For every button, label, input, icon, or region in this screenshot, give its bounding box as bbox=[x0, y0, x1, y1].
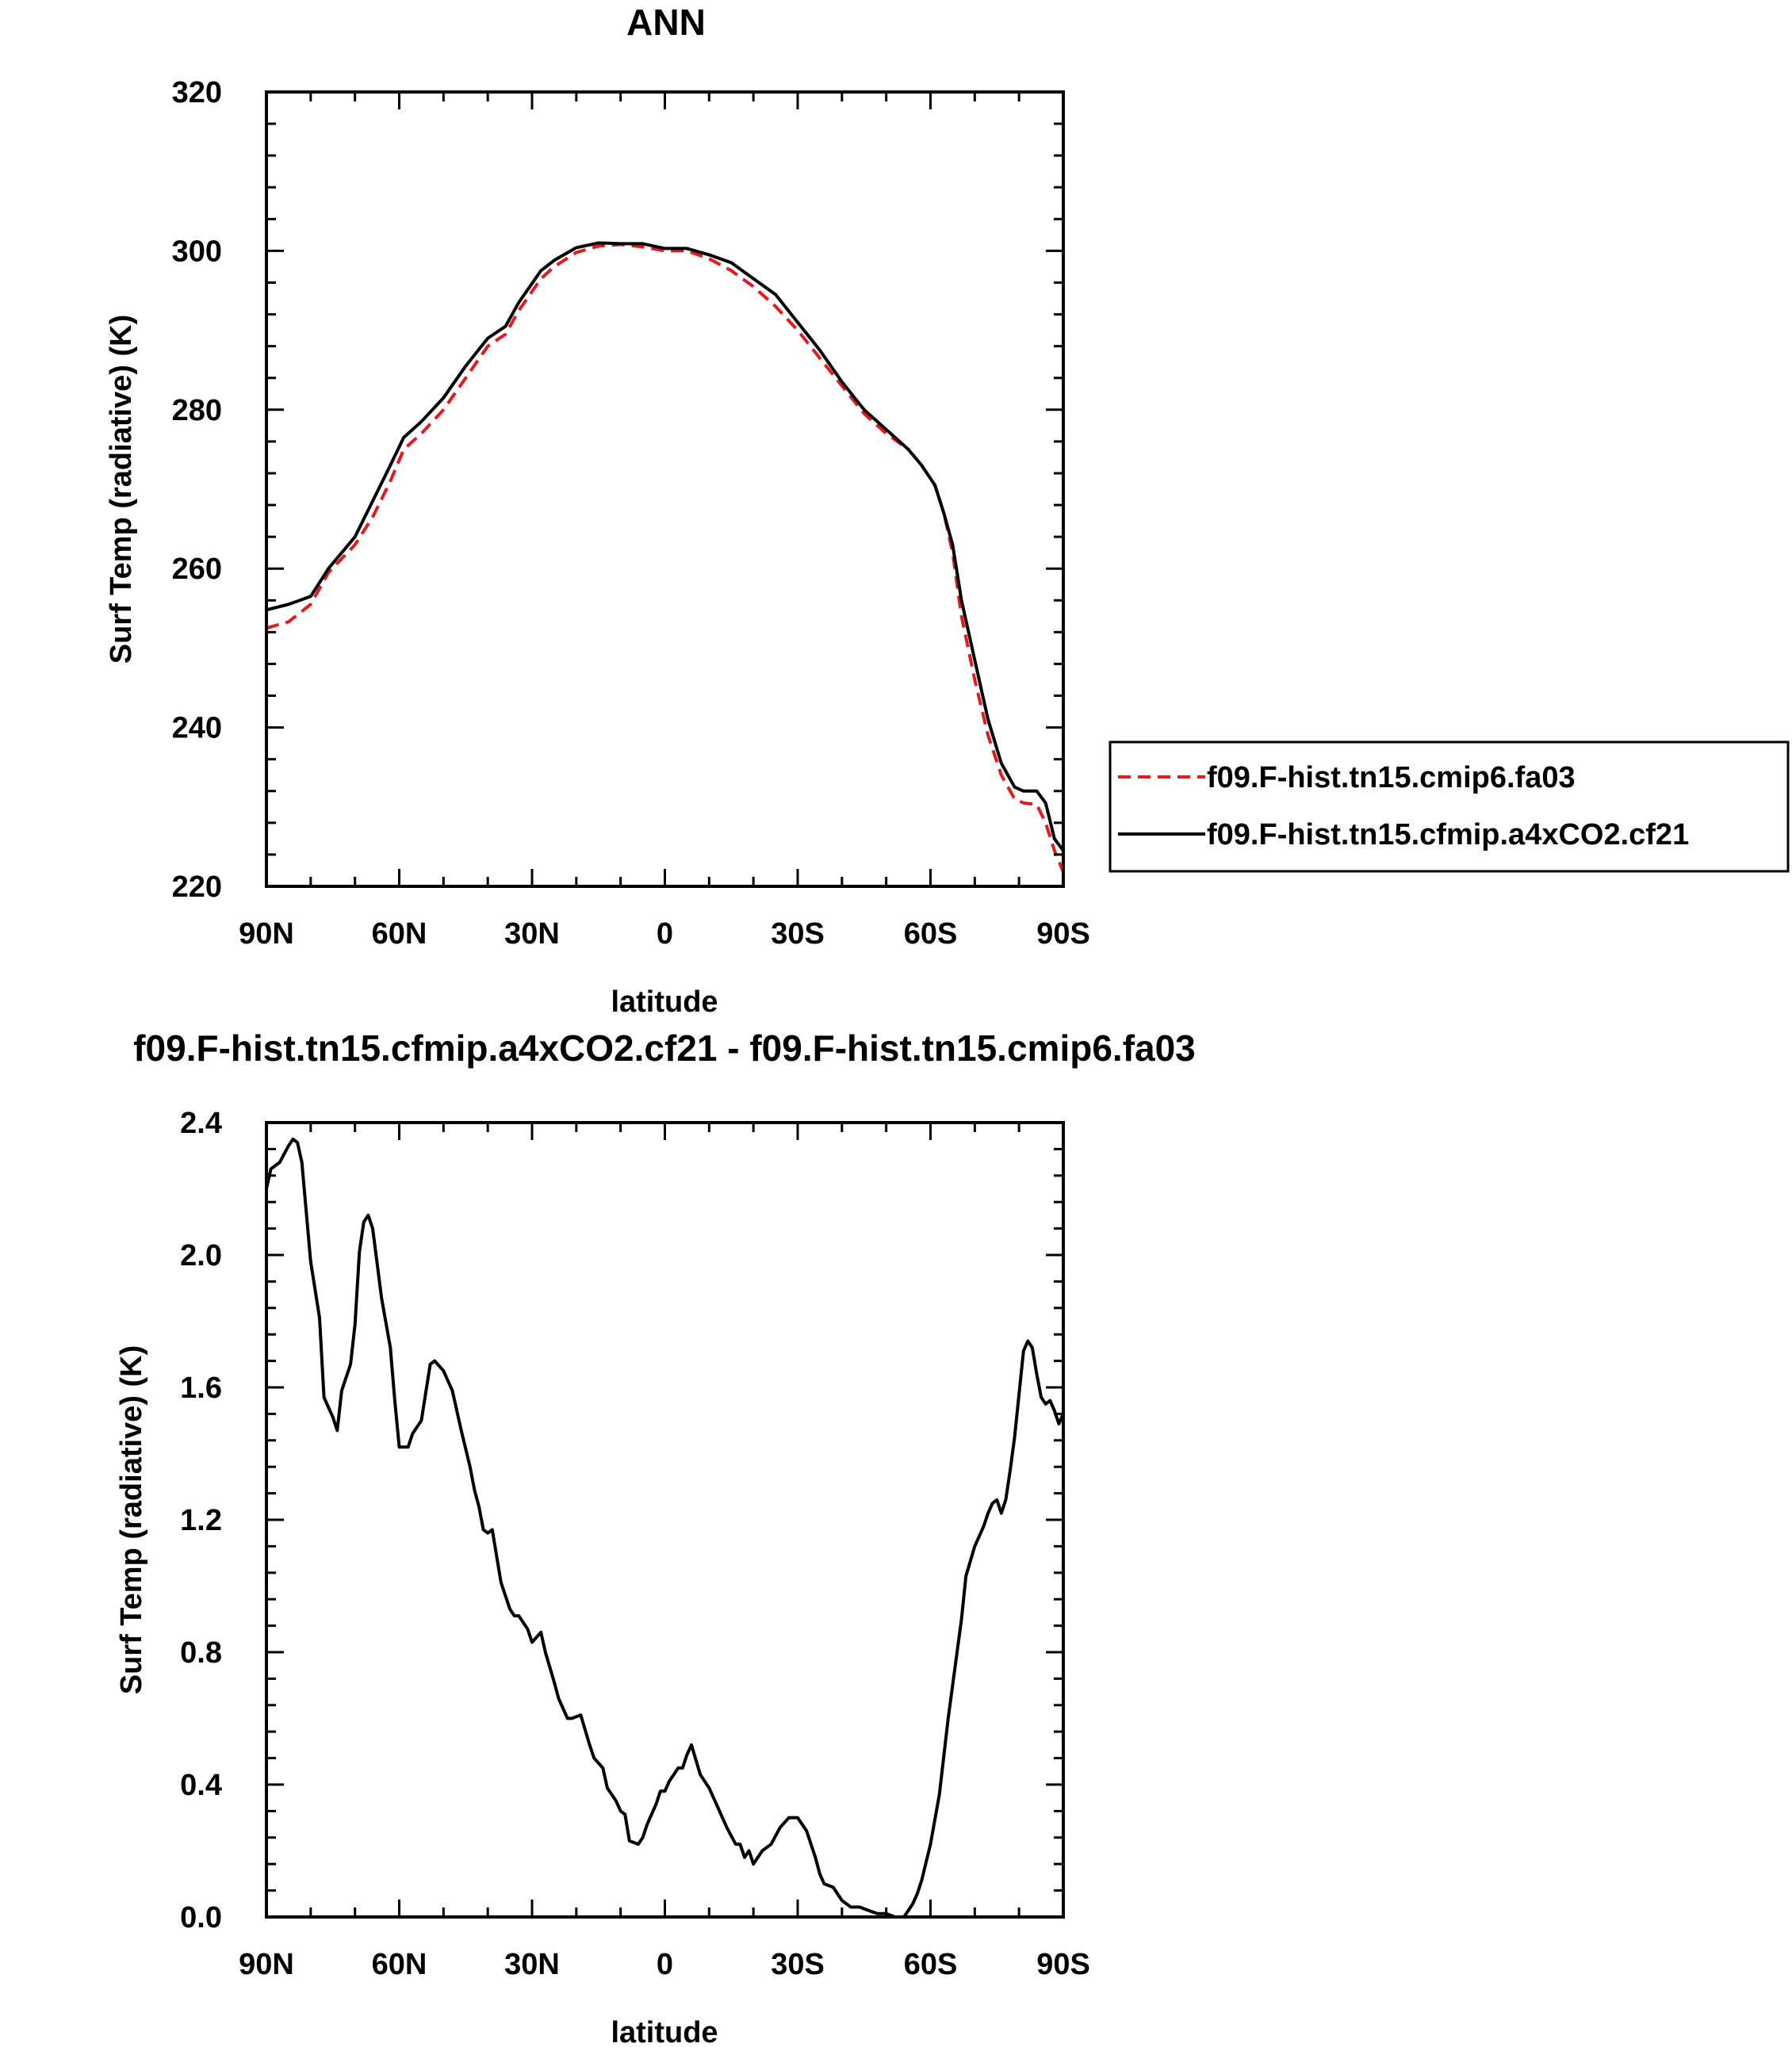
top-chart-title: ANN bbox=[626, 2, 706, 43]
top-x-tick-label: 30N bbox=[504, 917, 560, 951]
bottom-y-tick-label: 0.0 bbox=[180, 1901, 222, 1934]
legend: f09.F-hist.tn15.cmip6.fa03 f09.F-hist.tn… bbox=[1109, 740, 1790, 873]
top-y-tick-label: 240 bbox=[172, 712, 222, 745]
bottom-x-tick-label: 60N bbox=[372, 1948, 427, 1981]
top-x-tick-label: 0 bbox=[657, 917, 673, 951]
bottom-series-line-0 bbox=[265, 1137, 1065, 1919]
bottom-y-tick-label: 2.0 bbox=[180, 1239, 222, 1272]
top-x-tick-label: 90N bbox=[239, 917, 294, 951]
bottom-chart-title: f09.F-hist.tn15.cfmip.a4xCO2.cf21 - f09.… bbox=[133, 1027, 1196, 1069]
top-y-axis-label: Surf Temp (radiative) (K) bbox=[105, 315, 138, 664]
top-y-tick-label: 280 bbox=[172, 394, 222, 427]
top-series-line-1 bbox=[266, 241, 1065, 852]
bottom-x-tick-label: 30N bbox=[504, 1948, 560, 1981]
bottom-y-axis-label: Surf Temp (radiative) (K) bbox=[115, 1345, 148, 1695]
bottom-series-group bbox=[265, 1137, 1065, 1919]
legend-label-a4xco2: f09.F-hist.tn15.cfmip.a4xCO2.cf21 bbox=[1207, 818, 1689, 851]
bottom-y-tick-label: 1.2 bbox=[180, 1504, 222, 1537]
bottom-y-tick-label: 0.4 bbox=[180, 1769, 222, 1802]
top-y-tick-label: 260 bbox=[172, 553, 222, 586]
top-x-tick-label: 60S bbox=[904, 917, 958, 951]
top-x-tick-label: 60N bbox=[372, 917, 427, 951]
bottom-y-tick-label: 2.4 bbox=[180, 1107, 222, 1140]
top-panel: ANN 90N 60N 30N 0 30S 60S 90S 220 240 260 280 300 32… bbox=[105, 2, 1790, 1019]
bottom-panel: f09.F-hist.tn15.cfmip.a4xCO2.cf21 - f09.… bbox=[115, 1027, 1196, 2047]
top-ticks-group: 90N 60N 30N 0 30S 60S 90S 220 240 260 280 300 320 bbox=[172, 76, 1090, 951]
bottom-plot-frame bbox=[265, 1121, 1065, 1919]
bottom-x-tick-label: 30S bbox=[771, 1948, 825, 1981]
top-x-axis-label: latitude bbox=[611, 985, 718, 1019]
top-x-tick-label: 30S bbox=[771, 917, 825, 951]
top-y-tick-label: 220 bbox=[172, 870, 222, 904]
top-x-tick-label: 90S bbox=[1036, 917, 1090, 951]
legend-box bbox=[1109, 740, 1790, 873]
bottom-x-tick-label: 90N bbox=[239, 1948, 294, 1981]
bottom-ticks-group: 90N 60N 30N 0 30S 60S 90S 0.0 0.4 0.8 1.2 1.6 2.0 2.4 bbox=[180, 1107, 1090, 1981]
bottom-y-tick-label: 0.8 bbox=[180, 1636, 222, 1670]
top-series-group bbox=[266, 241, 1065, 873]
top-y-tick-label: 320 bbox=[172, 76, 222, 109]
bottom-x-tick-label: 60S bbox=[904, 1948, 958, 1981]
top-y-tick-label: 300 bbox=[172, 235, 222, 268]
bottom-x-tick-label: 0 bbox=[657, 1948, 673, 1981]
top-series-line-0 bbox=[266, 243, 1065, 873]
bottom-x-axis-label: latitude bbox=[611, 2016, 718, 2047]
bottom-y-tick-label: 1.6 bbox=[180, 1372, 222, 1405]
legend-label-cmip6: f09.F-hist.tn15.cmip6.fa03 bbox=[1207, 761, 1576, 794]
bottom-x-tick-label: 90S bbox=[1036, 1948, 1090, 1981]
